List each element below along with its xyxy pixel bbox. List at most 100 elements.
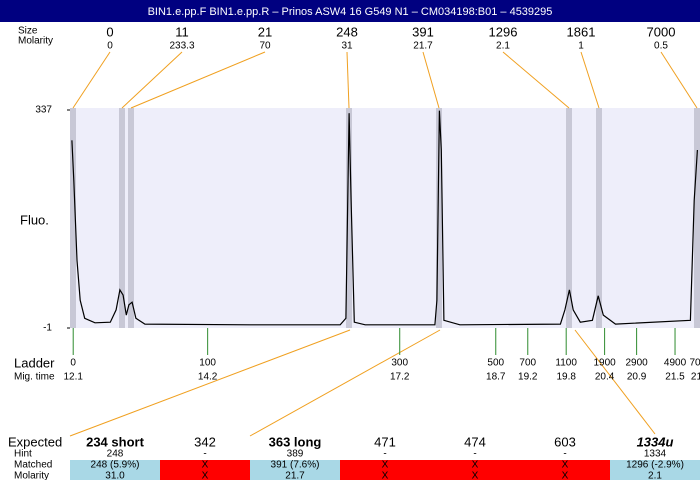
peak-size: 7000 <box>647 24 676 39</box>
matched: 248 (5.9%) <box>91 460 140 471</box>
hint: 248 <box>107 449 124 460</box>
expected-size: 1334u <box>637 434 674 449</box>
matched: X <box>472 460 479 471</box>
peak-size: 391 <box>412 24 434 39</box>
peak-link <box>422 51 440 109</box>
match-cell <box>340 460 430 480</box>
ladder-size: 0 <box>70 358 76 369</box>
ladder-size: 1100 <box>555 358 577 369</box>
match-cell <box>70 460 160 480</box>
ladder-size: 1900 <box>593 358 616 369</box>
match-line <box>249 329 441 437</box>
expected-size: 342 <box>194 434 216 449</box>
expected-size: 474 <box>464 434 486 449</box>
peak-link <box>502 51 570 109</box>
match-line <box>69 329 351 437</box>
peak-link <box>72 51 111 109</box>
matched: 391 (7.6%) <box>271 460 320 471</box>
match-cell <box>430 460 520 480</box>
peak-size: 1296 <box>489 24 518 39</box>
peak-size: 0 <box>106 24 113 39</box>
ladder-size: 4900 <box>664 358 687 369</box>
match-cell <box>250 460 340 480</box>
peak-link <box>346 51 350 109</box>
peak-band <box>346 108 352 328</box>
ladder-size: 7000 <box>690 358 700 369</box>
expected-size: 363 long <box>269 434 322 449</box>
peak-band <box>119 108 125 328</box>
peak-molarity: 31 <box>341 41 353 52</box>
hint: 389 <box>287 449 304 460</box>
peak-molarity: 2.1 <box>496 41 510 52</box>
match-line <box>574 329 656 435</box>
molarity-label: Molarity <box>18 36 53 47</box>
ladder-label: Ladder <box>14 355 55 370</box>
peak-size: 248 <box>336 24 358 39</box>
ladder-size: 700 <box>519 358 536 369</box>
y-tick-label: 337 <box>35 105 52 116</box>
row-label: Hint <box>14 449 32 460</box>
peak-band <box>566 108 572 328</box>
ladder-time: 14.2 <box>198 372 218 383</box>
row-label: Expected <box>8 434 62 449</box>
plot-area <box>70 108 700 328</box>
title-bar <box>0 0 700 22</box>
peak-size: 1861 <box>567 24 596 39</box>
peak-link <box>660 51 698 109</box>
peak-molarity: 0 <box>107 41 113 52</box>
molarity: 31.0 <box>105 471 125 480</box>
y-tick-label: -1 <box>43 323 52 334</box>
title: BIN1.e.pp.F BIN1.e.pp.R – Prinos ASW4 16… <box>148 6 553 18</box>
molarity: X <box>202 471 209 480</box>
ladder-time: 19.2 <box>518 372 538 383</box>
expected-size: 234 short <box>86 434 144 449</box>
ladder-size: 2900 <box>625 358 648 369</box>
peak-band <box>128 108 134 328</box>
ladder-size: 300 <box>391 358 408 369</box>
peak-band <box>70 108 76 328</box>
ladder-time: 18.7 <box>486 372 506 383</box>
hint: 1334 <box>644 449 667 460</box>
ladder-size: 500 <box>487 358 504 369</box>
peak-molarity: 0.5 <box>654 41 668 52</box>
molarity: X <box>562 471 569 480</box>
molarity: X <box>472 471 479 480</box>
ladder-time: 21.5 <box>665 372 685 383</box>
row-label: Molarity <box>14 471 49 480</box>
peak-link <box>580 51 600 109</box>
matched: 1296 (-2.9%) <box>626 460 684 471</box>
expected-size: 603 <box>554 434 576 449</box>
peak-size: 21 <box>258 24 272 39</box>
mig-time-label: Mig. time <box>14 372 55 383</box>
ladder-time: 17.2 <box>390 372 410 383</box>
hint: - <box>203 449 206 460</box>
peak-link <box>130 51 266 109</box>
ladder-time: 19.8 <box>556 372 576 383</box>
matched: X <box>562 460 569 471</box>
match-cell <box>610 460 700 480</box>
hint: - <box>563 449 566 460</box>
ladder-time: 12.1 <box>63 372 83 383</box>
ladder-time: 20.9 <box>627 372 647 383</box>
peak-molarity: 233.3 <box>169 41 194 52</box>
ladder-time: 20.4 <box>595 372 615 383</box>
trace <box>71 110 698 326</box>
matched: X <box>382 460 389 471</box>
peak-band <box>694 108 700 328</box>
matched: X <box>202 460 209 471</box>
molarity: 21.7 <box>285 471 305 480</box>
hint: - <box>383 449 386 460</box>
peak-band <box>596 108 602 328</box>
ladder-size: 100 <box>199 358 216 369</box>
size-label: Size <box>18 26 38 37</box>
peak-molarity: 70 <box>259 41 271 52</box>
peak-size: 11 <box>175 24 189 39</box>
expected-size: 471 <box>374 434 396 449</box>
molarity: 2.1 <box>648 471 662 480</box>
peak-molarity: 21.7 <box>413 41 433 52</box>
hint: - <box>473 449 476 460</box>
peak-molarity: 1 <box>578 41 584 52</box>
ladder-time: 21.9 <box>691 372 700 383</box>
